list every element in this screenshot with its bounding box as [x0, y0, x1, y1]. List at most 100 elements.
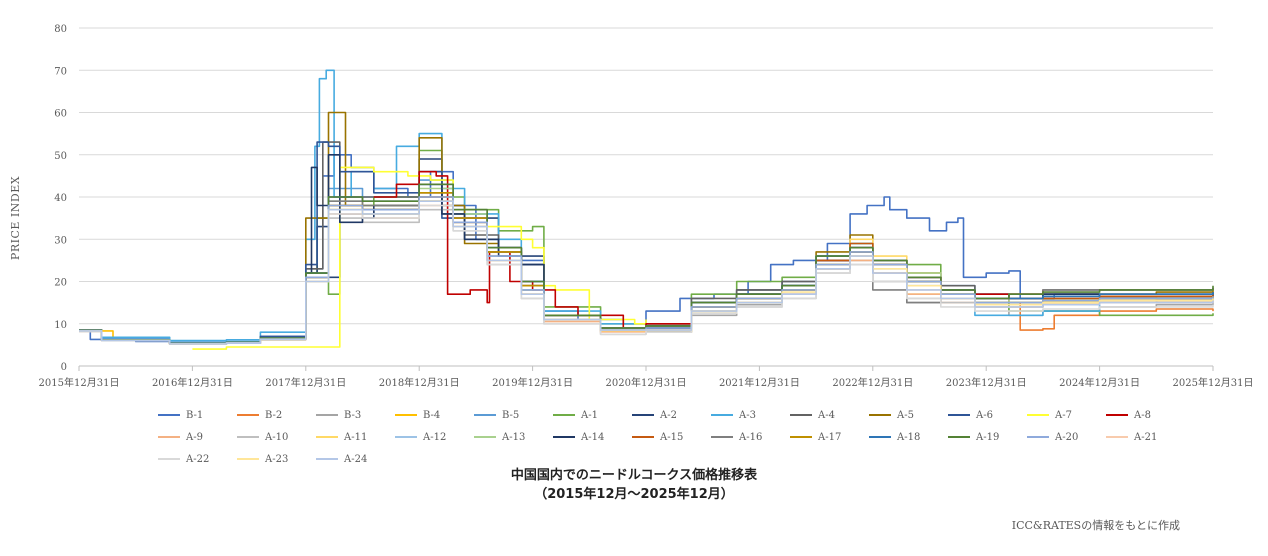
- legend-label: A-17: [818, 431, 842, 443]
- source-note: ICC&RATESの情報をもとに作成: [1011, 519, 1180, 532]
- x-tick-label: 2019年12月31日: [492, 376, 573, 389]
- legend-label: A-6: [976, 409, 993, 421]
- legend-item: A-2: [624, 410, 703, 421]
- y-tick-label: 60: [54, 109, 67, 120]
- legend-item: A-19: [940, 432, 1019, 443]
- legend-item: A-14: [545, 432, 624, 443]
- legend-label: A-18: [897, 431, 921, 443]
- legend-swatch: [316, 458, 338, 460]
- legend-label: A-7: [1055, 409, 1072, 421]
- legend-row: A-9 A-10 A-11 A-12 A-13 A-14 A-15 A-16 A-17 A-18 A…: [150, 426, 1180, 448]
- legend-label: A-20: [1055, 431, 1079, 443]
- legend-label: A-10: [265, 431, 289, 443]
- legend-label: A-11: [344, 431, 368, 443]
- legend-item: A-12: [387, 432, 466, 443]
- y-tick-label: 30: [54, 235, 67, 246]
- x-tick-label: 2016年12月31日: [152, 376, 233, 389]
- legend-item: A-15: [624, 432, 703, 443]
- legend-swatch: [948, 414, 970, 416]
- legend-item: A-22: [150, 454, 229, 465]
- y-axis-label: PRICE INDEX: [9, 176, 22, 260]
- x-tick-label: 2021年12月31日: [719, 376, 800, 389]
- legend-swatch: [632, 414, 654, 416]
- chart-title: 中国国内でのニードルコークス価格推移表 （2015年12月～2025年12月）: [0, 466, 1268, 504]
- legend-item: B-5: [466, 410, 545, 421]
- x-tick-label: 2018年12月31日: [379, 376, 460, 389]
- legend-swatch: [395, 436, 417, 438]
- x-tick-labels: 2015年12月31日 2016年12月31日 2017年12月31日 2018年12…: [39, 366, 1254, 389]
- x-tick-label: 2020年12月31日: [606, 376, 687, 389]
- legend-item: A-17: [782, 432, 861, 443]
- legend-label: B-5: [502, 409, 520, 421]
- legend-label: A-2: [660, 409, 677, 421]
- legend-label: A-24: [344, 453, 368, 465]
- legend-item: B-1: [150, 410, 229, 421]
- legend-label: A-9: [186, 431, 203, 443]
- legend-swatch: [790, 414, 812, 416]
- legend-swatch: [474, 414, 496, 416]
- x-tick-label: 2015年12月31日: [39, 376, 120, 389]
- legend-swatch: [711, 414, 733, 416]
- y-tick-label: 10: [54, 320, 67, 331]
- legend-item: A-10: [229, 432, 308, 443]
- legend-swatch: [1106, 436, 1128, 438]
- legend-label: A-3: [739, 409, 756, 421]
- legend-label: A-22: [186, 453, 210, 465]
- legend-label: A-21: [1134, 431, 1158, 443]
- legend-swatch: [158, 458, 180, 460]
- x-tick-label: 2017年12月31日: [265, 376, 346, 389]
- legend-item: A-7: [1019, 410, 1098, 421]
- legend-swatch: [316, 414, 338, 416]
- legend-swatch: [553, 414, 575, 416]
- y-tick-label: 0: [61, 362, 67, 373]
- legend-item: B-2: [229, 410, 308, 421]
- legend-swatch: [237, 436, 259, 438]
- legend-swatch: [474, 436, 496, 438]
- y-tick-label: 70: [54, 66, 67, 77]
- legend-row: B-1 B-2 B-3 B-4 B-5 A-1 A-2 A-3 A-4 A-5 A-6 A-7 A-8: [150, 404, 1180, 426]
- legend-item: B-4: [387, 410, 466, 421]
- legend-item: A-3: [703, 410, 782, 421]
- legend-label: A-4: [818, 409, 835, 421]
- legend-item: A-9: [150, 432, 229, 443]
- legend-swatch: [158, 436, 180, 438]
- legend-label: B-2: [265, 409, 283, 421]
- legend-swatch: [1106, 414, 1128, 416]
- legend-item: B-3: [308, 410, 387, 421]
- gridlines: [79, 27, 1213, 367]
- legend-item: A-18: [861, 432, 940, 443]
- legend-item: A-6: [940, 410, 1019, 421]
- legend-label: B-1: [186, 409, 204, 421]
- legend-item: A-16: [703, 432, 782, 443]
- legend-label: A-13: [502, 431, 526, 443]
- x-tick-label: 2022年12月31日: [832, 376, 913, 389]
- legend-item: A-13: [466, 432, 545, 443]
- legend: B-1 B-2 B-3 B-4 B-5 A-1 A-2 A-3 A-4 A-5 A-6 A-7 A-8 A…: [150, 404, 1180, 470]
- legend-swatch: [316, 436, 338, 438]
- legend-label: A-1: [581, 409, 598, 421]
- legend-label: A-15: [660, 431, 684, 443]
- legend-label: A-14: [581, 431, 605, 443]
- legend-swatch: [869, 436, 891, 438]
- x-tick-label: 2024年12月31日: [1059, 376, 1140, 389]
- legend-row: A-22 A-23 A-24: [150, 448, 1180, 470]
- series-line-a-8: [373, 170, 1044, 329]
- legend-item: A-4: [782, 410, 861, 421]
- legend-swatch: [1027, 436, 1049, 438]
- legend-item: A-20: [1019, 432, 1098, 443]
- legend-swatch: [1027, 414, 1049, 416]
- x-tick-label: 2025年12月31日: [1173, 376, 1254, 389]
- y-tick-label: 80: [54, 24, 67, 35]
- legend-label: B-4: [423, 409, 441, 421]
- legend-item: A-5: [861, 410, 940, 421]
- legend-swatch: [869, 414, 891, 416]
- legend-label: A-12: [423, 431, 447, 443]
- legend-swatch: [632, 436, 654, 438]
- legend-label: A-23: [265, 453, 289, 465]
- legend-swatch: [948, 436, 970, 438]
- legend-label: A-16: [739, 431, 763, 443]
- legend-item: A-1: [545, 410, 624, 421]
- x-tick-label: 2023年12月31日: [946, 376, 1027, 389]
- chart-title-line2: （2015年12月～2025年12月）: [534, 487, 734, 502]
- legend-swatch: [711, 436, 733, 438]
